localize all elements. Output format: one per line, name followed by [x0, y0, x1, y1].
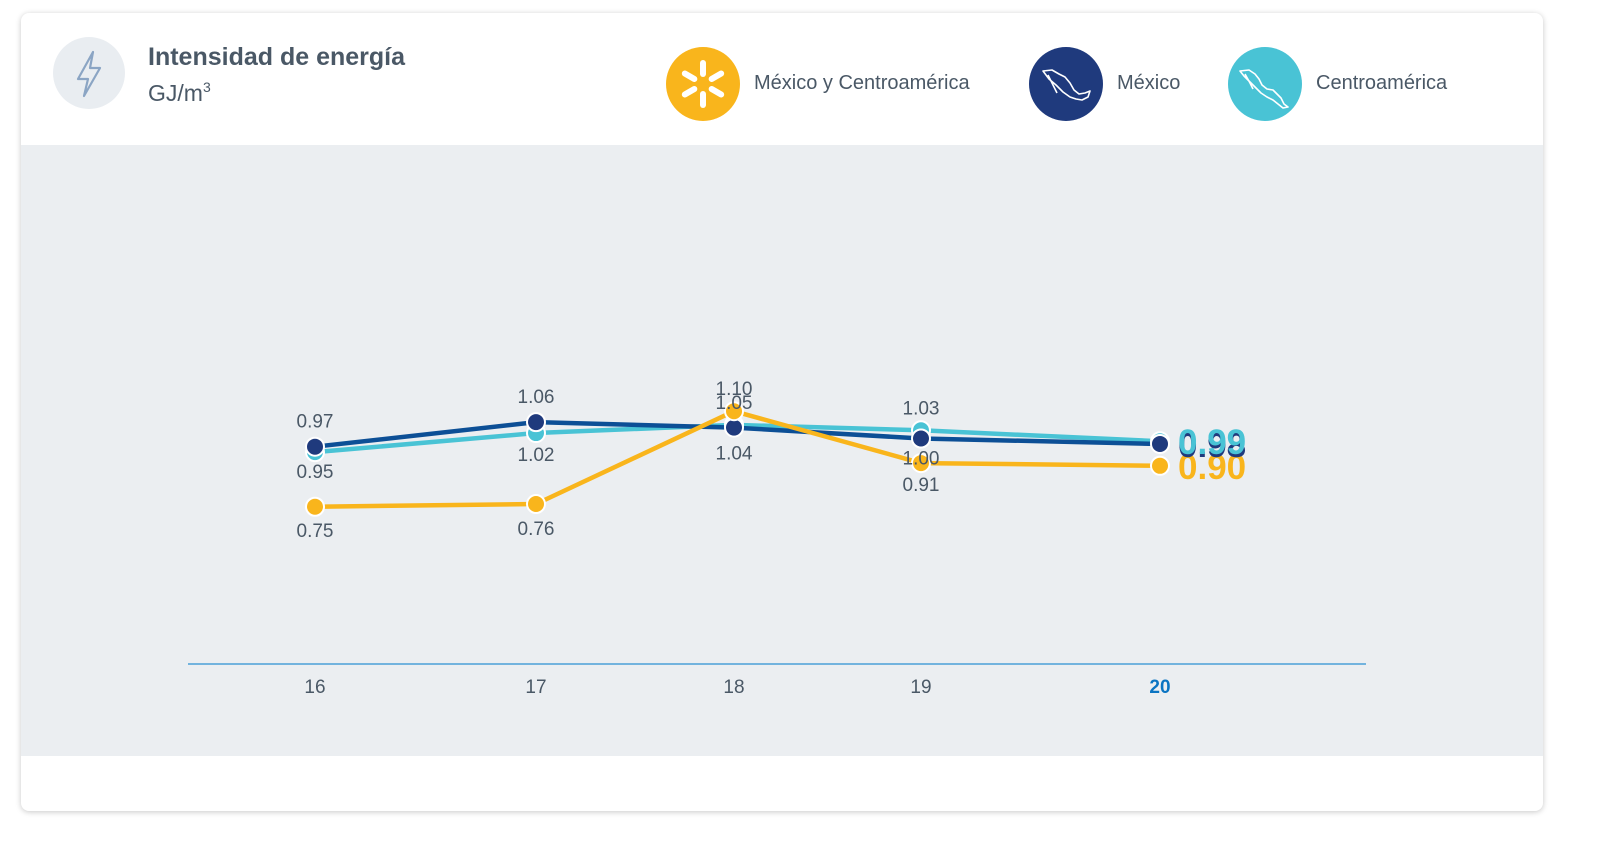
x-tick-label: 16 — [304, 677, 325, 698]
data-point — [305, 496, 325, 517]
data-label: 1.10 — [716, 379, 753, 400]
plot-area: 16 17 18 19 20 0.75 0.76 1.10 0.91 0.90 0.97 1.06 1… — [21, 145, 1543, 756]
data-point — [1150, 455, 1170, 476]
data-label: 0.91 — [903, 475, 940, 496]
data-point — [526, 494, 546, 515]
data-label: 1.00 — [903, 449, 940, 470]
unit-base: GJ/m — [148, 80, 203, 106]
mexico-map-icon — [1029, 47, 1103, 121]
data-label: 1.03 — [903, 398, 940, 419]
data-label: 0.75 — [297, 521, 334, 542]
data-point — [1150, 433, 1170, 454]
data-label: 0.76 — [518, 519, 555, 540]
x-tick-label: 17 — [525, 677, 546, 698]
legend-label: Centroamérica — [1316, 72, 1448, 94]
line-chart: 16 17 18 19 20 0.75 0.76 1.10 0.91 0.90 0.97 1.06 1… — [188, 379, 1366, 698]
x-tick-label: 18 — [723, 677, 744, 698]
data-point — [305, 436, 325, 457]
final-value-label: 0.98 — [1178, 426, 1246, 465]
x-tick-label: 19 — [910, 677, 931, 698]
card-header: Intensidad de energía GJ/m3 México y Cen… — [21, 13, 1543, 145]
data-label: 0.97 — [297, 412, 334, 433]
lightning-bolt-icon — [53, 37, 125, 109]
legend-label: México y Centroamérica — [754, 72, 970, 94]
chart-unit: GJ/m3 — [148, 79, 211, 107]
walmart-spark-icon — [666, 47, 740, 121]
data-point — [526, 412, 546, 433]
unit-exponent: 3 — [202, 79, 211, 95]
final-value-label: 0.90 — [1178, 448, 1246, 487]
data-point — [911, 428, 931, 449]
final-value-label: 0.99 — [1178, 423, 1246, 462]
x-tick-label: 20 — [1149, 677, 1170, 698]
data-point — [724, 417, 744, 438]
data-label: 1.04 — [716, 444, 753, 465]
legend-label: México — [1117, 72, 1181, 94]
data-label: 1.02 — [518, 445, 555, 466]
chart-title: Intensidad de energía — [148, 43, 406, 71]
data-point — [724, 401, 744, 422]
energy-intensity-card: Intensidad de energía GJ/m3 México y Cen… — [21, 13, 1543, 811]
central-america-map-icon — [1228, 47, 1302, 121]
data-label: 1.06 — [518, 387, 555, 408]
data-point — [911, 453, 931, 474]
data-label: 0.95 — [297, 462, 334, 483]
data-label: 1.05 — [716, 393, 753, 414]
